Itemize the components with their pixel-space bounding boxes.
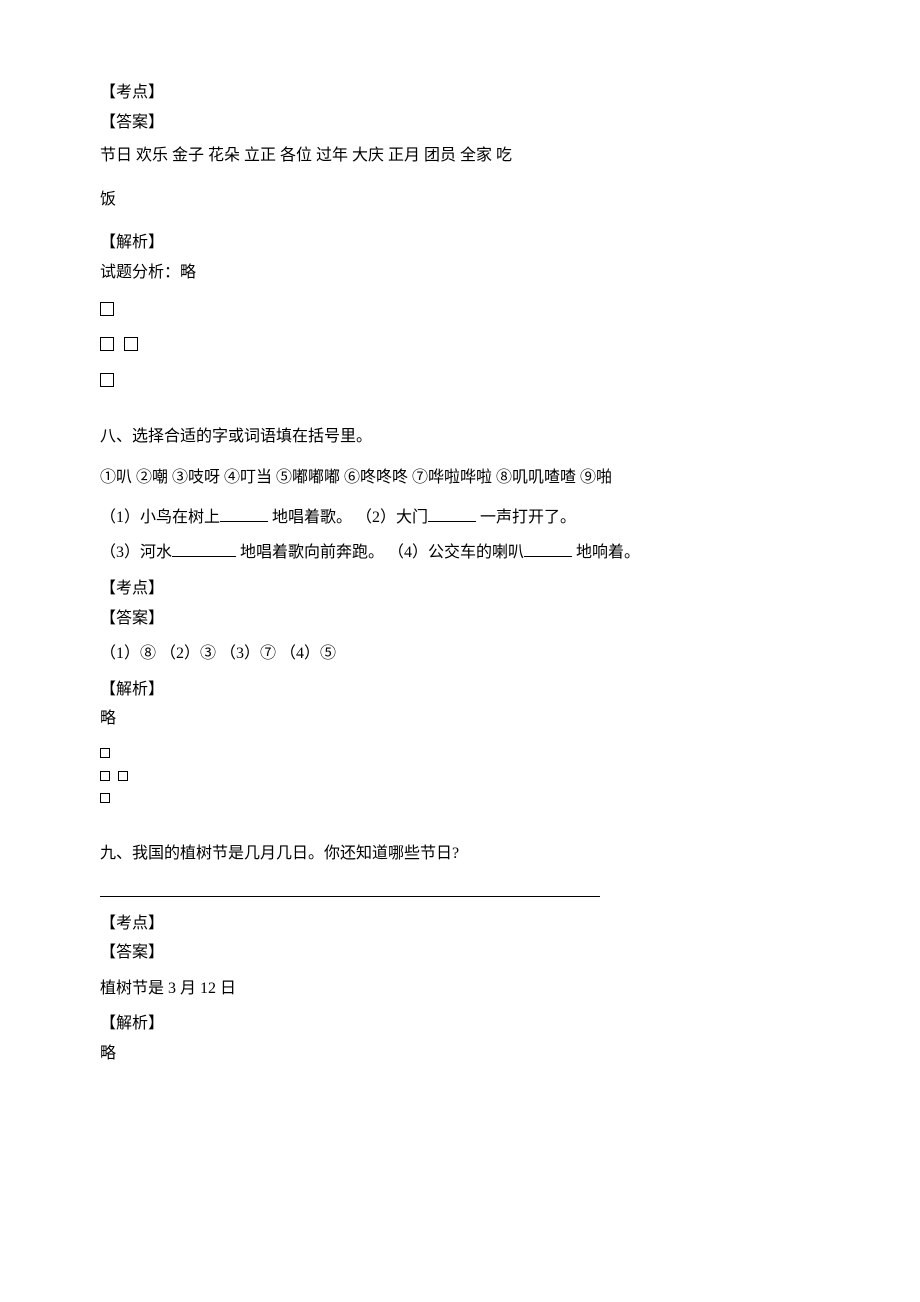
box-icon bbox=[100, 793, 110, 803]
q1-prefix: （1）小鸟在树上 bbox=[100, 509, 220, 526]
blank-fill[interactable] bbox=[428, 506, 476, 522]
jiexi-label: 【解析】 bbox=[100, 230, 820, 256]
box-icon bbox=[100, 373, 114, 387]
decorative-box-row-3 bbox=[100, 367, 820, 393]
answer-label: 【答案】 bbox=[100, 110, 820, 136]
answer-label: 【答案】 bbox=[100, 940, 820, 966]
kaodian-label: 【考点】 bbox=[100, 80, 820, 106]
decorative-box-row-3 bbox=[100, 787, 820, 809]
decorative-box-row-1 bbox=[100, 296, 820, 322]
box-icon bbox=[100, 337, 114, 351]
analysis-content: 略 bbox=[100, 706, 820, 732]
q1-end: 一声打开了。 bbox=[476, 509, 576, 526]
section-8-options: ①叭 ②嘲 ③吱呀 ④叮当 ⑤嘟嘟嘟 ⑥咚咚咚 ⑦哗啦哗啦 ⑧叽叽喳喳 ⑨啪 bbox=[100, 464, 820, 493]
blank-fill[interactable] bbox=[524, 541, 572, 557]
answer-content-line2: 饭 bbox=[100, 187, 820, 213]
section-8: 八、选择合适的字或词语填在括号里。 ①叭 ②嘲 ③吱呀 ④叮当 ⑤嘟嘟嘟 ⑥咚咚… bbox=[100, 424, 820, 809]
section-9-heading: 九、我国的植树节是几月几日。你还知道哪些节日? bbox=[100, 841, 820, 867]
analysis-content: 略 bbox=[100, 1041, 820, 1067]
kaodian-label: 【考点】 bbox=[100, 576, 820, 602]
box-icon bbox=[100, 771, 110, 781]
decorative-box-row-2 bbox=[100, 764, 820, 786]
section-8-q2: （3）河水 地唱着歌向前奔跑。 （4）公交车的喇叭 地响着。 bbox=[100, 540, 820, 566]
blank-fill[interactable] bbox=[172, 541, 236, 557]
answer-blank-line[interactable] bbox=[100, 881, 600, 897]
decorative-box-row-1 bbox=[100, 742, 820, 764]
kaodian-label: 【考点】 bbox=[100, 911, 820, 937]
q1-suffix: 地唱着歌。 （2）大门 bbox=[268, 509, 428, 526]
answer-label: 【答案】 bbox=[100, 606, 820, 632]
section-9: 九、我国的植树节是几月几日。你还知道哪些节日? 【考点】 【答案】 植树节是 3… bbox=[100, 841, 820, 1067]
section-8-q1: （1）小鸟在树上 地唱着歌。 （2）大门 一声打开了。 bbox=[100, 505, 820, 531]
section-9-answer: 植树节是 3 月 12 日 bbox=[100, 976, 820, 1002]
jiexi-label: 【解析】 bbox=[100, 1011, 820, 1037]
decorative-box-row-2 bbox=[100, 331, 820, 357]
section-8-answer: （1）⑧ （2）③ （3）⑦ （4）⑤ bbox=[100, 641, 820, 667]
box-icon bbox=[118, 771, 128, 781]
decorative-box-group bbox=[100, 742, 820, 809]
answer-content-line1: 节日 欢乐 金子 花朵 立正 各位 过年 大庆 正月 团员 全家 吃 bbox=[100, 143, 820, 169]
box-icon bbox=[100, 302, 114, 316]
q2-prefix: （3）河水 bbox=[100, 544, 172, 561]
blank-fill[interactable] bbox=[220, 506, 268, 522]
q2-suffix: 地唱着歌向前奔跑。 （4）公交车的喇叭 bbox=[236, 544, 524, 561]
analysis-content: 试题分析：略 bbox=[100, 260, 820, 286]
section-7: 【考点】 【答案】 节日 欢乐 金子 花朵 立正 各位 过年 大庆 正月 团员 … bbox=[100, 80, 820, 392]
box-icon bbox=[100, 748, 110, 758]
jiexi-label: 【解析】 bbox=[100, 677, 820, 703]
box-icon bbox=[124, 337, 138, 351]
section-8-heading: 八、选择合适的字或词语填在括号里。 bbox=[100, 424, 820, 450]
q2-end: 地响着。 bbox=[572, 544, 640, 561]
